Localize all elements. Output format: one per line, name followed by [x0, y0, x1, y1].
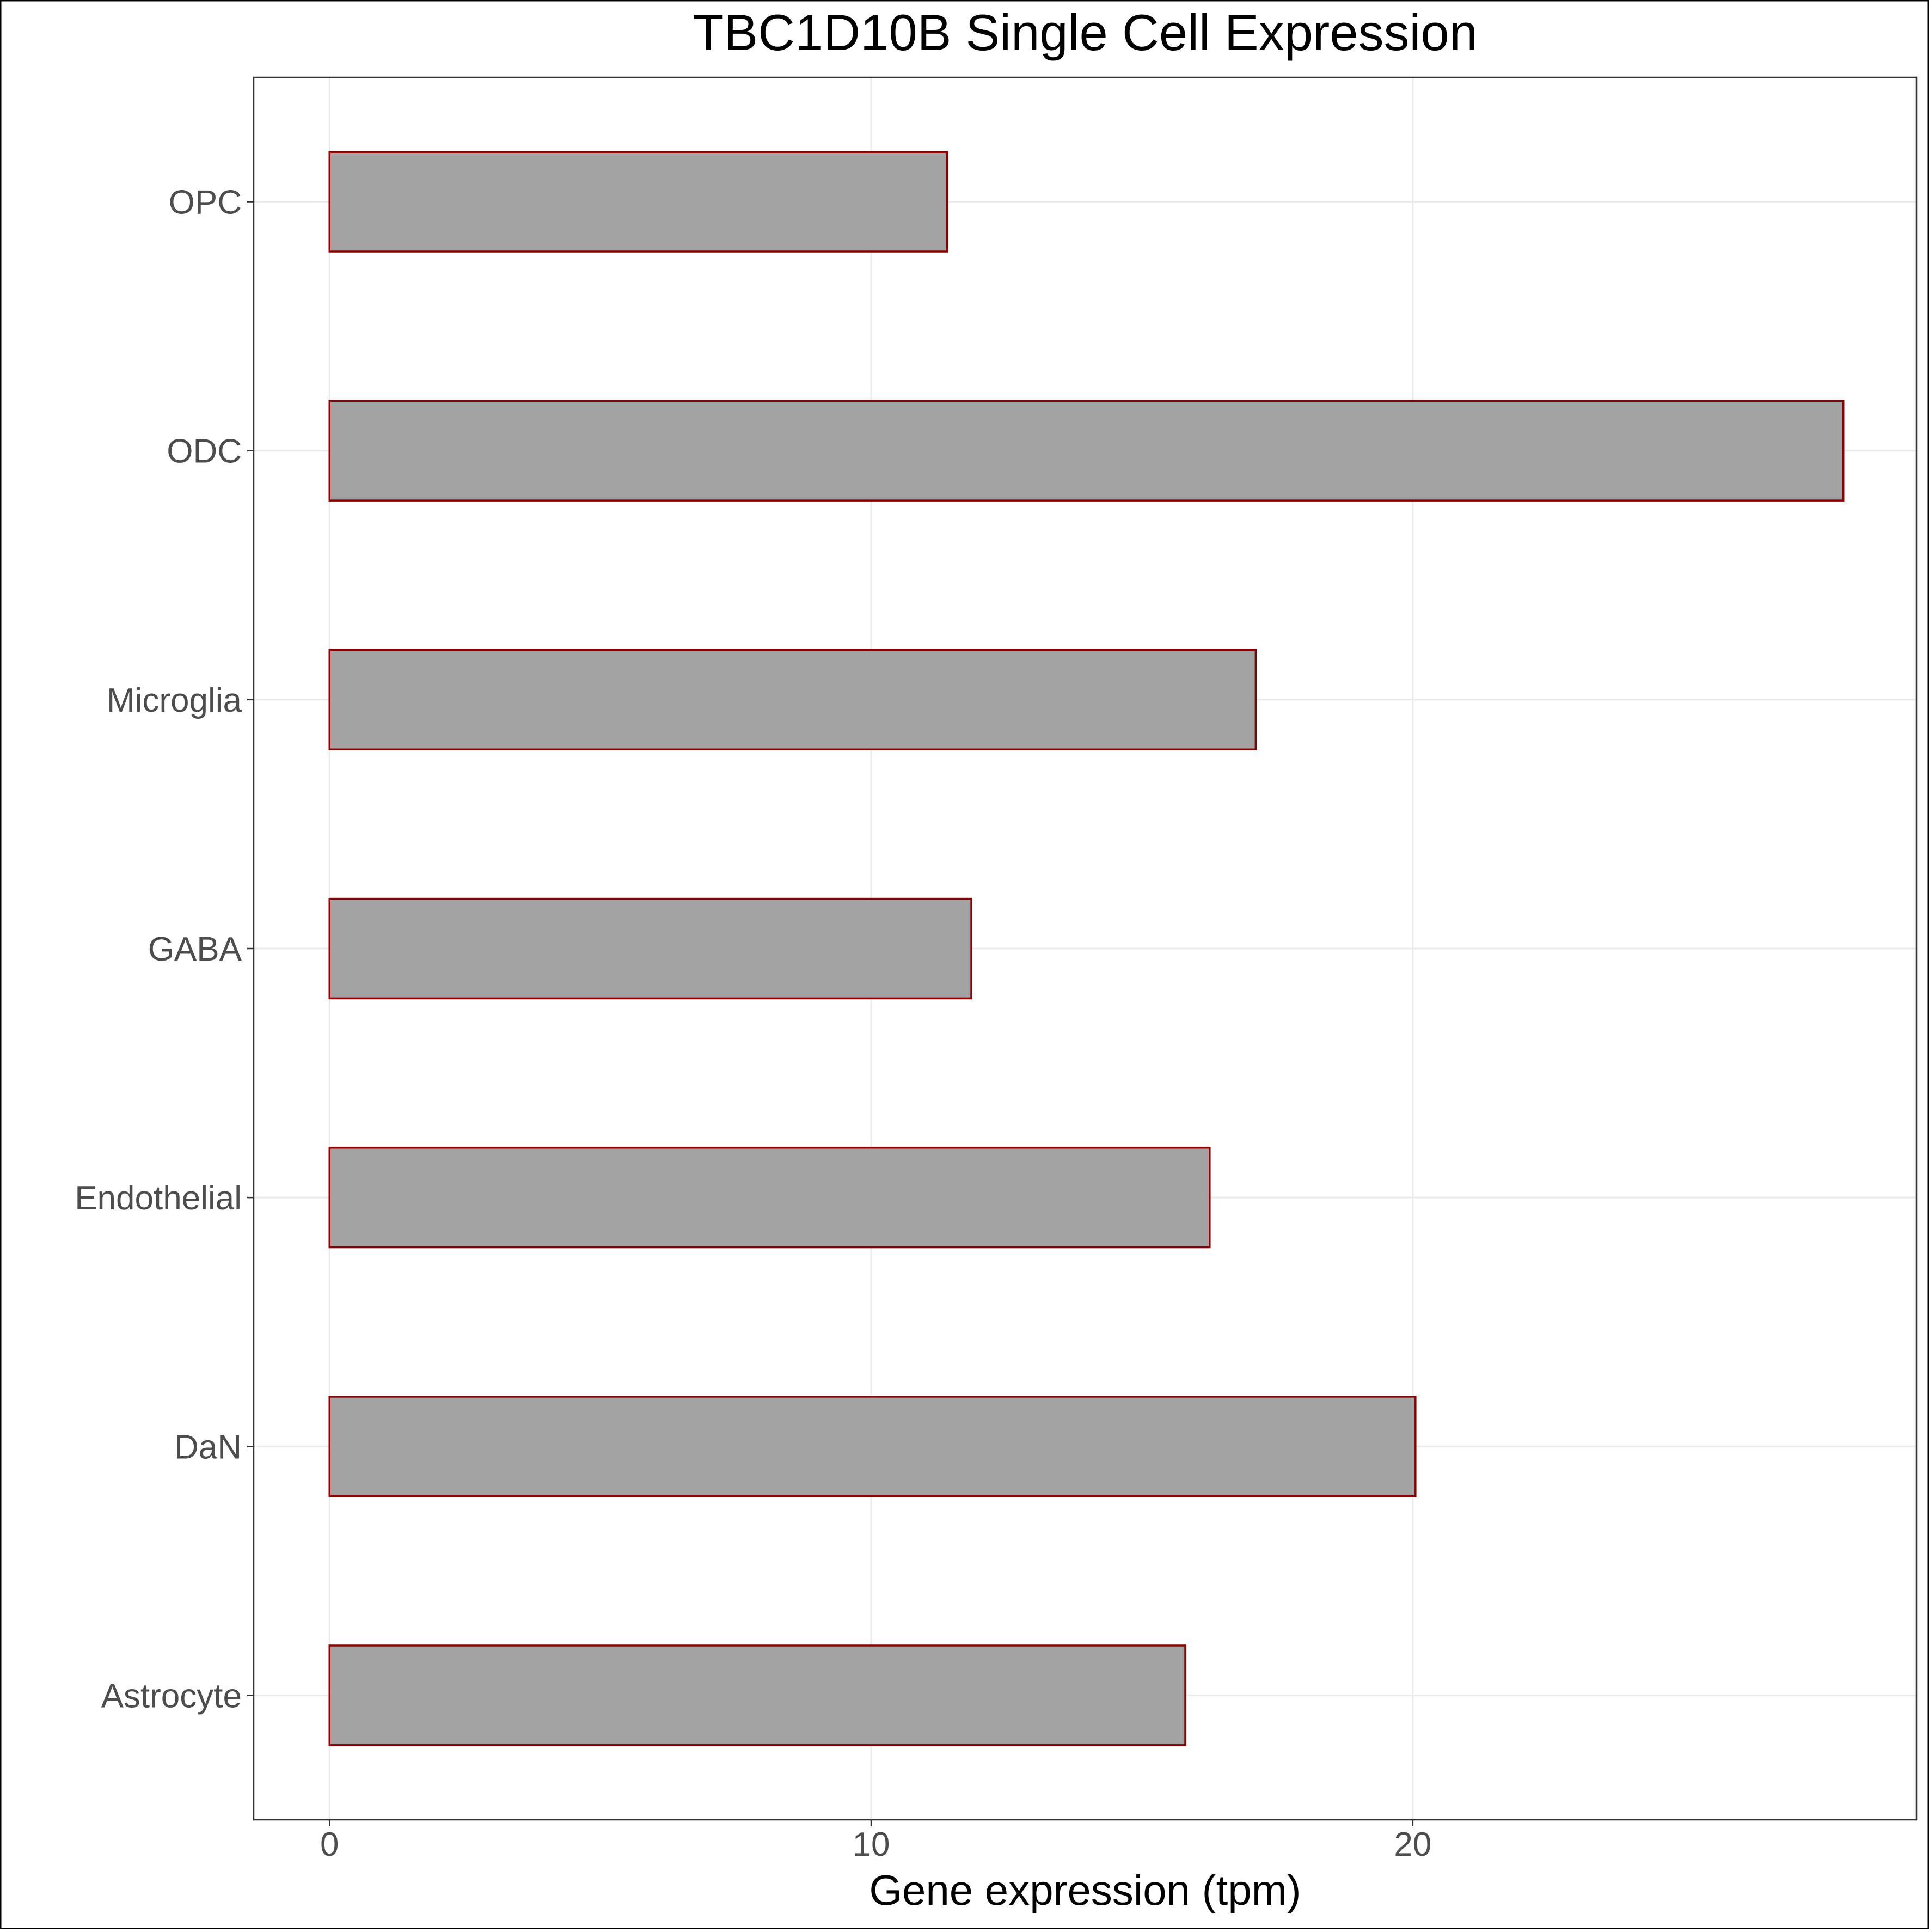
bars [328, 151, 1845, 1746]
bar-dan [328, 1396, 1417, 1497]
y-tick-label: Endothelial [75, 1179, 242, 1217]
y-tick-label: OPC [169, 184, 242, 222]
x-tick-label: 10 [853, 1826, 890, 1863]
bar-opc [328, 151, 948, 253]
bar-microglia [328, 649, 1257, 751]
bar-astrocyte [328, 1644, 1186, 1746]
y-tick-label: Microglia [107, 682, 242, 719]
bar-gaba [328, 897, 972, 1000]
bar-endothelial [328, 1146, 1211, 1249]
x-axis-ticks: 0 10 20 [320, 1820, 1431, 1863]
x-tick-label: 20 [1394, 1826, 1431, 1863]
y-tick-label: DaN [174, 1428, 242, 1466]
y-axis-ticks: Astrocyte DaN Endothelial GABA Microglia ODC O… [75, 184, 254, 1715]
x-tick-label: 0 [320, 1826, 339, 1863]
y-tick-label: ODC [167, 433, 242, 470]
chart-title: TBC1D10B Single Cell Expression [693, 4, 1478, 61]
y-tick-label: Astrocyte [101, 1677, 242, 1715]
bar-odc [328, 400, 1845, 502]
x-axis-label: Gene expression (tpm) [869, 1866, 1301, 1914]
y-tick-label: GABA [148, 931, 242, 968]
